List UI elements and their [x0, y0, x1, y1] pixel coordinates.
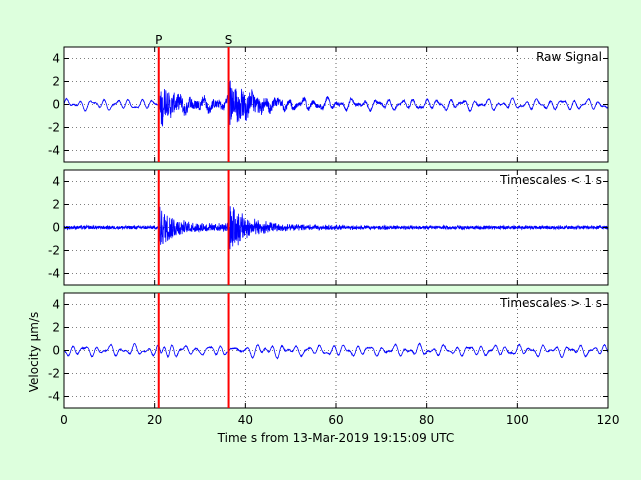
x-tick-label: 100 — [506, 413, 529, 427]
y-tick-label: -2 — [48, 121, 60, 135]
plot-frame — [63, 169, 609, 286]
y-tick-label: 2 — [52, 75, 60, 89]
phase-marker-label: S — [225, 33, 233, 47]
x-tick-label: 40 — [238, 413, 253, 427]
signal-trace — [63, 80, 609, 127]
signal-trace — [63, 342, 609, 360]
panel-3: -4 -2 0 2 4 Timescales > 1 s — [48, 292, 609, 409]
signal-trace — [63, 206, 609, 250]
panel-1: -4 -2 0 2 4 Raw Signal — [48, 46, 609, 163]
x-axis-label: Time s from 13-Mar-2019 19:15:09 UTC — [217, 431, 455, 445]
y-axis-label: Velocity µm/s — [27, 312, 41, 393]
panel-annotation: Raw Signal — [536, 50, 602, 64]
x-tick-label: 60 — [328, 413, 343, 427]
plot-frame — [63, 292, 609, 409]
x-tick-label: 120 — [597, 413, 620, 427]
y-tick-label: -2 — [48, 244, 60, 258]
plot-frame — [63, 46, 609, 163]
y-tick-label: -4 — [48, 144, 60, 158]
y-tick-label: 0 — [52, 221, 60, 235]
panel-annotation: Timescales > 1 s — [499, 296, 602, 310]
y-tick-label: 2 — [52, 198, 60, 212]
panel-annotation: Timescales < 1 s — [499, 173, 602, 187]
y-tick-label: 4 — [52, 175, 60, 189]
panel-2: -4 -2 0 2 4 Timescales < 1 s — [48, 169, 609, 286]
y-tick-label: 2 — [52, 321, 60, 335]
y-tick-label: -2 — [48, 367, 60, 381]
y-tick-label: 0 — [52, 344, 60, 358]
x-tick-label: 80 — [419, 413, 434, 427]
y-tick-label: 4 — [52, 298, 60, 312]
x-tick-label: 0 — [60, 413, 68, 427]
y-tick-label: 4 — [52, 52, 60, 66]
y-tick-label: -4 — [48, 390, 60, 404]
x-tick-label: 20 — [147, 413, 162, 427]
y-tick-label: -4 — [48, 267, 60, 281]
phase-marker-label: P — [155, 33, 162, 47]
y-tick-label: 0 — [52, 98, 60, 112]
